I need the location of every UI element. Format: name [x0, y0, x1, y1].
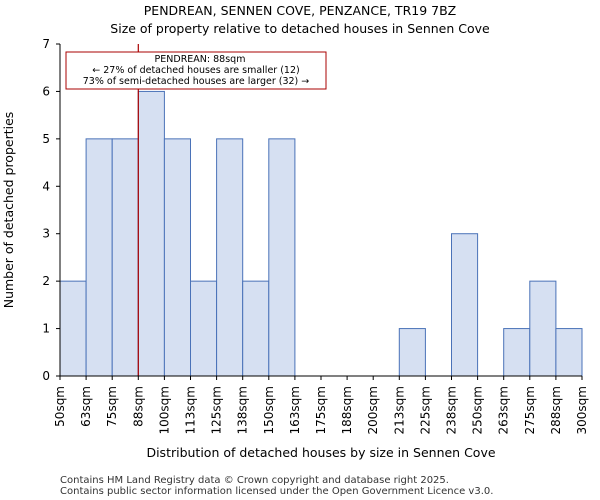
x-tick-label: 225sqm: [418, 386, 432, 434]
bars: [59, 90, 583, 377]
y-tick-label: 7: [42, 37, 50, 51]
bar: [503, 328, 531, 377]
annotation-box: PENDREAN: 88sqm ← 27% of detached houses…: [65, 51, 327, 90]
x-tick-label: 88sqm: [131, 386, 145, 427]
x-tick-label: 213sqm: [392, 386, 406, 434]
x-tick-label: 100sqm: [157, 386, 171, 434]
bar: [111, 138, 139, 377]
x-tick-label: 188sqm: [340, 386, 354, 434]
footer-line-2: Contains public sector information licen…: [60, 486, 493, 497]
x-tick-label: 63sqm: [79, 386, 93, 427]
x-tick-label: 163sqm: [288, 386, 302, 434]
x-tick-label: 113sqm: [184, 386, 198, 434]
footer-line-1: Contains HM Land Registry data © Crown c…: [60, 475, 449, 486]
x-tick-label: 238sqm: [445, 386, 459, 434]
annotation-line-3: 73% of semi-detached houses are larger (…: [83, 76, 310, 87]
annotation-line-2: ← 27% of detached houses are smaller (12…: [92, 65, 299, 76]
y-tick-label: 5: [42, 132, 50, 146]
y-tick-label: 0: [42, 369, 50, 383]
x-tick-label: 300sqm: [575, 386, 589, 434]
bar: [398, 328, 426, 377]
annotation-line-1: PENDREAN: 88sqm: [155, 54, 246, 65]
annotation-frame: [65, 51, 327, 90]
bar: [216, 138, 244, 377]
bar: [163, 138, 191, 377]
x-tick-label: 138sqm: [236, 386, 250, 434]
bar: [59, 280, 87, 377]
y-tick-label: 4: [42, 179, 50, 193]
x-tick-label: 150sqm: [262, 386, 276, 434]
y-axis-label: Number of detached properties: [1, 112, 16, 309]
y-tick-label: 2: [42, 274, 50, 288]
x-tick-label: 75sqm: [105, 386, 119, 427]
x-tick-label: 50sqm: [53, 386, 67, 427]
x-tick-label: 250sqm: [471, 386, 485, 434]
bar: [137, 90, 165, 377]
x-tick-label: 288sqm: [549, 386, 563, 434]
bar: [555, 328, 583, 377]
x-ticks: 50sqm 63sqm 75sqm 88sqm 100sqm 113sqm 125sqm 13…: [53, 376, 589, 434]
chart-subtitle: Size of property relative to detached ho…: [110, 21, 490, 36]
x-tick-label: 275sqm: [523, 386, 537, 434]
bar: [242, 280, 270, 377]
x-tick-label: 200sqm: [366, 386, 380, 434]
y-tick-label: 1: [42, 322, 50, 336]
x-axis-label: Distribution of detached houses by size …: [146, 445, 495, 460]
bar: [451, 233, 479, 377]
bar: [190, 280, 218, 377]
x-tick-label: 125sqm: [210, 386, 224, 434]
y-tick-label: 3: [42, 227, 50, 241]
x-tick-label: 175sqm: [314, 386, 328, 434]
y-tick-label: 6: [42, 84, 50, 98]
x-tick-label: 263sqm: [497, 386, 511, 434]
chart-title: PENDREAN, SENNEN COVE, PENZANCE, TR19 7B…: [144, 3, 456, 18]
bar: [85, 138, 113, 377]
bar: [529, 280, 557, 377]
bar: [268, 138, 296, 377]
y-ticks: 0 1 2 3 4 5 6 7: [42, 37, 60, 383]
